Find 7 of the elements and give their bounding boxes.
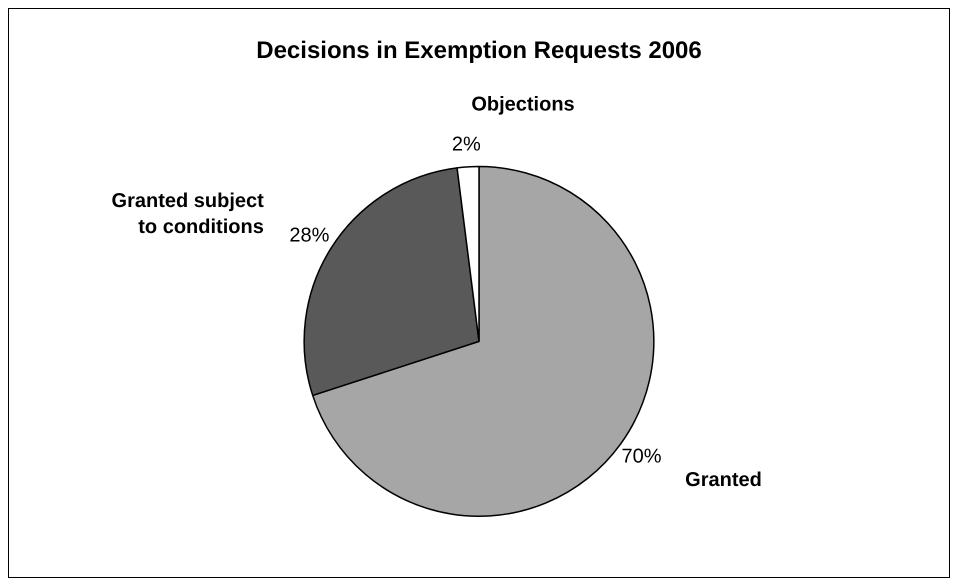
data-label: 2% xyxy=(452,133,482,156)
slice-label: Granted xyxy=(685,469,762,492)
slice-label: Objections xyxy=(471,94,575,116)
chart-title: Decisions in Exemption Requests 2006 xyxy=(256,37,702,64)
data-label: 70% xyxy=(621,446,662,468)
slice-label: Granted subject to conditions xyxy=(112,190,264,238)
data-label: 28% xyxy=(289,224,330,246)
